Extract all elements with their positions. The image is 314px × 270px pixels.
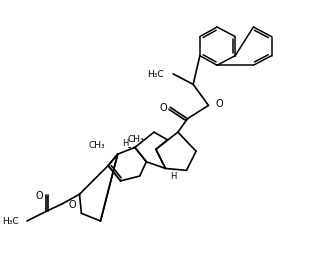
- Text: H₃C: H₃C: [147, 70, 164, 79]
- Text: H: H: [122, 139, 128, 148]
- Text: H₃C: H₃C: [2, 217, 18, 227]
- Text: CH₃: CH₃: [128, 135, 144, 144]
- Text: O: O: [68, 200, 76, 210]
- Text: CH₃: CH₃: [89, 141, 105, 150]
- Text: O: O: [160, 103, 167, 113]
- Text: O: O: [215, 99, 223, 109]
- Text: O: O: [35, 191, 43, 201]
- Text: H: H: [170, 171, 176, 181]
